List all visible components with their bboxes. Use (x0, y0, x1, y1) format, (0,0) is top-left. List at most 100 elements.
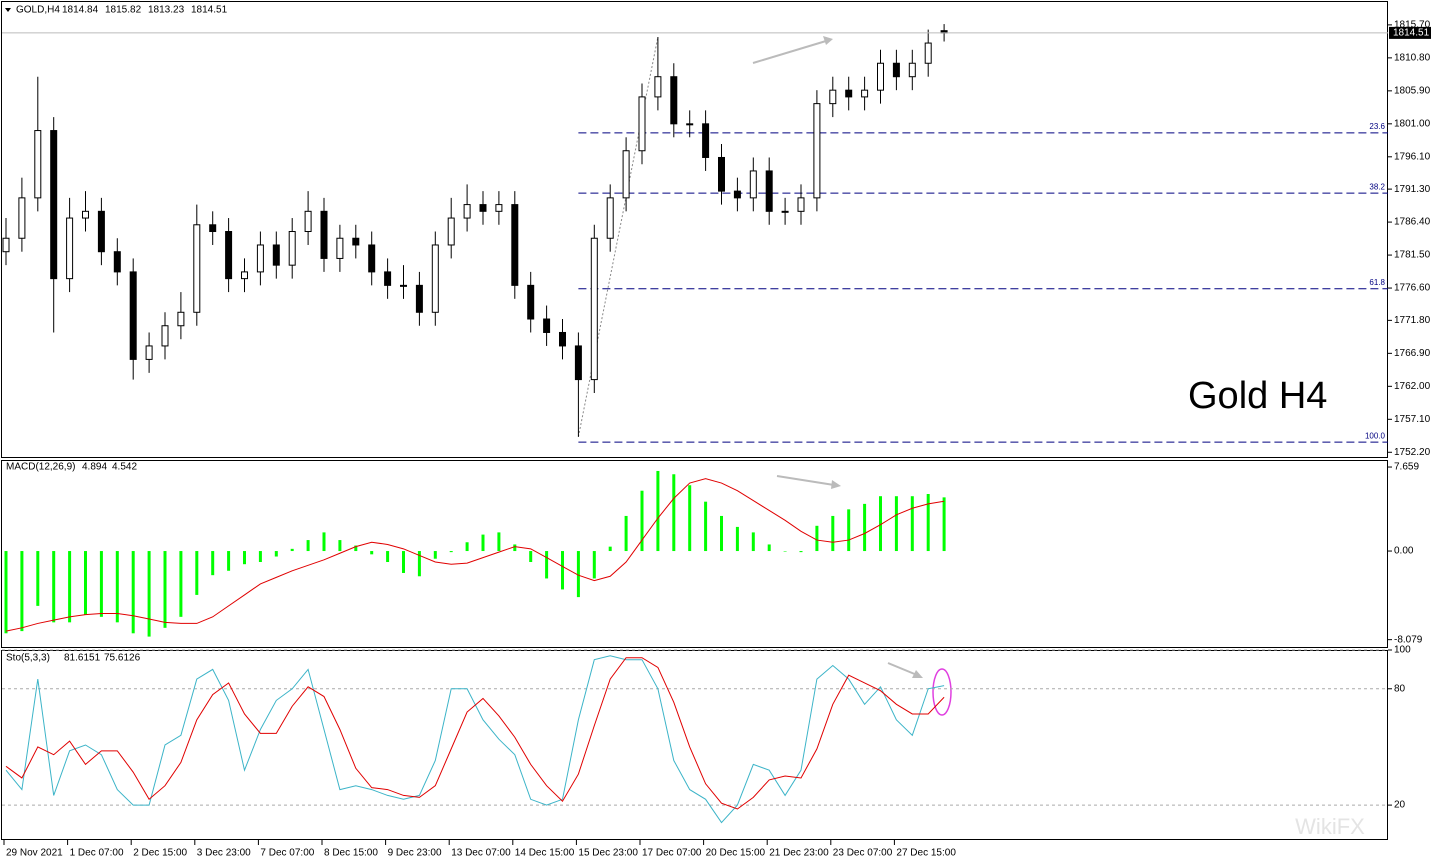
y-tick-label: 20 (1394, 800, 1406, 811)
macd-bar (322, 532, 326, 552)
panel-value: 81.6151 (64, 653, 101, 664)
menu-triangle (5, 8, 11, 12)
candle-body (272, 244, 280, 266)
x-tick-label: 8 Dec 15:00 (324, 848, 378, 859)
candle-body (797, 197, 805, 212)
candle-body (654, 76, 662, 98)
y-tick-label: 1762.00 (1394, 381, 1431, 392)
header-value: 1814.51 (191, 5, 228, 16)
macd-bar (910, 496, 914, 552)
candle-body (304, 210, 312, 233)
x-tick-label: 13 Dec 07:00 (451, 848, 511, 859)
arrow-head (823, 36, 833, 45)
y-tick-label: 1771.80 (1394, 315, 1431, 326)
y-tick-label: 7.659 (1394, 462, 1419, 473)
candle-body (113, 251, 121, 273)
macd-bar (513, 544, 517, 552)
highlight-ellipse (932, 668, 952, 716)
macd-bar (799, 551, 803, 553)
candle-body (2, 237, 10, 253)
y-tick-label: -8.079 (1394, 634, 1423, 645)
candle-body (18, 197, 26, 239)
y-tick-label: 1801.00 (1394, 118, 1431, 129)
macd-bar (386, 551, 390, 563)
macd-bar (831, 515, 835, 552)
macd-bar (529, 551, 533, 563)
y-tick-label: 100 (1394, 645, 1411, 656)
y-tick-label: 1781.50 (1394, 250, 1431, 261)
macd-bar (640, 490, 644, 552)
x-tick-label: 9 Dec 23:00 (388, 848, 442, 859)
panel-title: Sto(5,3,3) (6, 653, 50, 664)
x-tick-label: 23 Dec 07:00 (833, 848, 893, 859)
x-tick-label: 17 Dec 07:00 (642, 848, 702, 859)
candle-body (749, 170, 757, 199)
macd-bar (449, 551, 453, 553)
candle-body (288, 231, 296, 266)
x-tick-label: 2 Dec 15:00 (133, 848, 187, 859)
macd-bar (338, 540, 342, 552)
macd-bar (926, 494, 930, 552)
candle-body (82, 210, 89, 219)
candle-body (97, 210, 105, 253)
macd-bar (147, 551, 151, 637)
macd-bar (20, 551, 24, 632)
annotation: Gold H4 (1188, 375, 1327, 417)
macd-bar (417, 551, 421, 577)
candle-body (415, 284, 423, 313)
macd-bar (163, 551, 167, 628)
y-tick-label: 1776.60 (1394, 283, 1431, 294)
macd-bar (815, 525, 819, 552)
y-tick-label: 1786.40 (1394, 217, 1431, 228)
candle-body (543, 318, 551, 333)
trend-arrow (887, 662, 918, 676)
macd-bar (481, 534, 485, 552)
macd-bar (751, 532, 755, 552)
macd-bar (767, 544, 771, 552)
candle-body (829, 89, 837, 105)
candle-body (320, 210, 328, 259)
indicator-line (5, 478, 945, 632)
x-tick-label: 3 Dec 23:00 (197, 848, 251, 859)
macd-bar (370, 551, 374, 555)
candle-body (241, 271, 248, 280)
fib-label: 61.8 (1369, 278, 1385, 287)
macd-bar (290, 548, 294, 552)
annotations (752, 36, 923, 678)
macd-bar (179, 551, 183, 617)
candle-body (400, 284, 407, 287)
candle-body (590, 237, 598, 381)
symbol: GOLD,H4 (16, 5, 60, 16)
macd-bar (847, 509, 851, 552)
header-value: 1813.23 (148, 5, 185, 16)
candle-body (431, 244, 439, 313)
macd-bar (99, 551, 103, 617)
candle-body (765, 170, 773, 212)
y-tick-label: 1757.10 (1394, 414, 1431, 425)
candle-body (129, 271, 137, 360)
candle-body (479, 204, 487, 212)
candle-body (352, 237, 360, 246)
candle-body (781, 210, 789, 213)
macd-bar (576, 551, 580, 598)
candle-body (892, 62, 900, 78)
x-tick-label: 20 Dec 15:00 (706, 848, 766, 859)
macd-bar (36, 551, 40, 606)
macd-bar (624, 515, 628, 552)
last-price-box (1389, 26, 1431, 39)
candle-body (50, 130, 58, 280)
macd-bar (942, 497, 946, 552)
panel-value: 4.894 (82, 462, 107, 473)
candle-body (559, 331, 566, 347)
indicator-line (5, 657, 945, 810)
macd-bar (656, 470, 660, 552)
x-tick-label: 15 Dec 23:00 (578, 848, 638, 859)
y-tick-label: 1791.30 (1394, 184, 1431, 195)
macd-bar (131, 551, 135, 634)
candle-body (145, 345, 153, 360)
candle-body (845, 89, 853, 98)
macd-bar (52, 551, 56, 623)
candle-body (733, 190, 741, 199)
candle-body (606, 197, 614, 239)
candle-body (877, 62, 884, 91)
